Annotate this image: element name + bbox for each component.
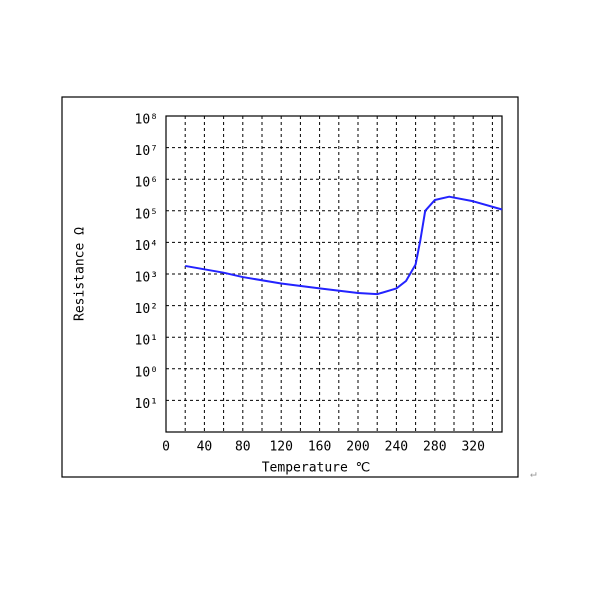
y-tick-label: 10⁸: [135, 113, 158, 128]
y-axis-label: Resistance Ω: [73, 227, 88, 321]
x-tick-label: 40: [197, 440, 213, 455]
data-line: [185, 195, 503, 296]
x-tick-label: 80: [235, 440, 251, 455]
y-tick-label: 10⁶: [135, 176, 158, 191]
x-tick-label: 240: [385, 440, 408, 455]
y-tick-label: 10⁰: [135, 365, 158, 380]
return-mark: ↵: [530, 467, 537, 480]
y-tick-label: 10²: [135, 302, 158, 317]
x-tick-label: 320: [461, 440, 484, 455]
x-tick-label: 0: [162, 440, 170, 455]
x-tick-label: 120: [269, 440, 292, 455]
y-tick-label: 10¹: [135, 334, 158, 349]
y-tick-label: 10¹: [135, 397, 158, 412]
frame: [61, 96, 519, 478]
x-tick-label: 200: [346, 440, 369, 455]
x-axis-label: Temperature ℃: [262, 461, 371, 476]
y-tick-label: 10⁵: [135, 207, 158, 222]
x-tick-label: 160: [308, 440, 331, 455]
x-tick-label: 280: [423, 440, 446, 455]
y-tick-label: 10⁴: [135, 239, 158, 254]
y-tick-label: 10³: [135, 271, 158, 286]
y-tick-label: 10⁷: [135, 144, 158, 159]
